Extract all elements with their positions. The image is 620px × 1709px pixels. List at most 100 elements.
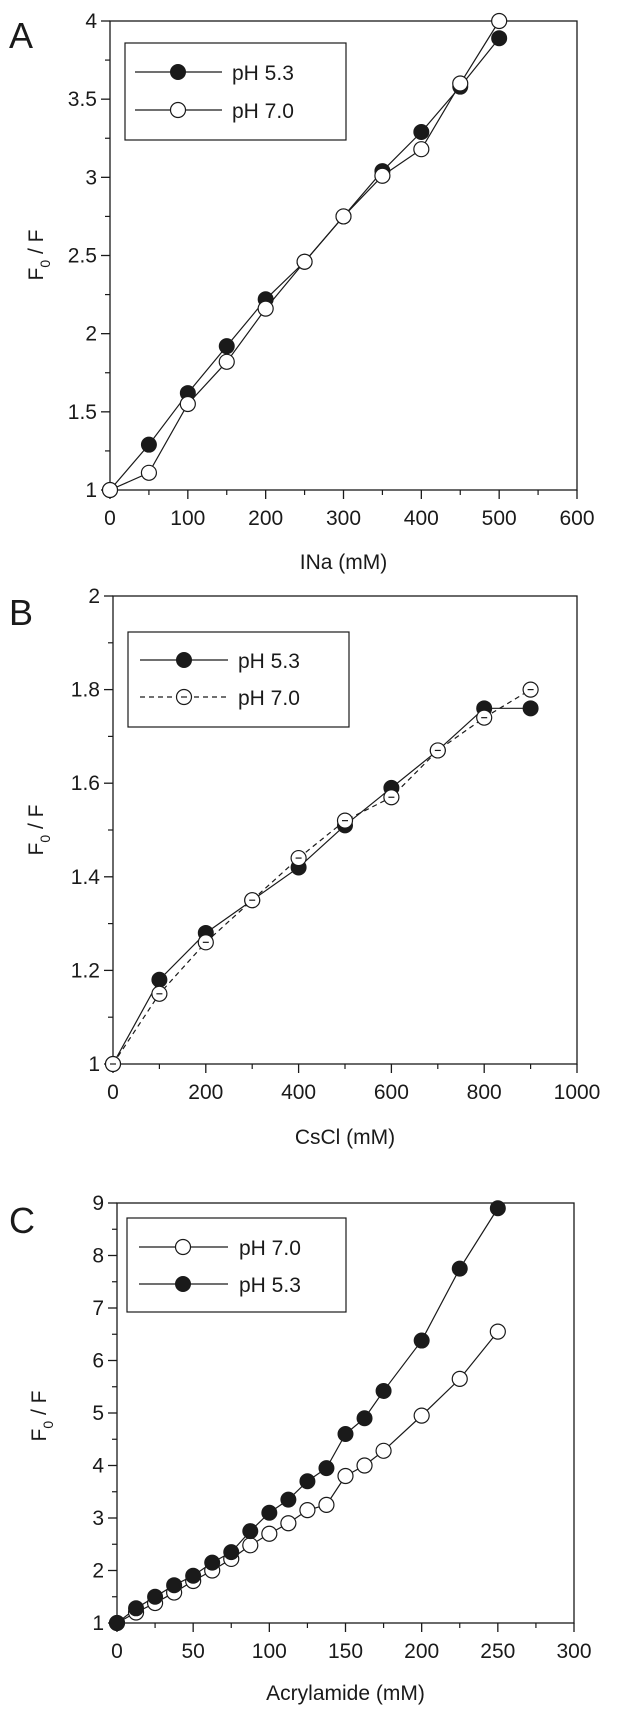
panel-b-xtick-label: 0 — [107, 1081, 119, 1104]
panel-b-series-ph-5-3-line — [112, 707, 531, 1065]
panel-c-series-ph-7-0-point — [280, 1515, 297, 1532]
panel-c-series-ph-7-0-point — [451, 1370, 468, 1387]
panel-b-series-ph-7-0-point — [104, 1055, 122, 1073]
panel-a-series-ph-5-3-point — [491, 30, 508, 47]
panel-c-series-ph-5-3-point — [489, 1200, 506, 1217]
panel-c-series-ph-7-0-point — [489, 1323, 506, 1340]
panel-c-xtick-label: 200 — [404, 1640, 439, 1663]
panel-b-ytick-label: 1.6 — [71, 772, 100, 795]
panel-c-series-ph-7-0-point — [356, 1457, 373, 1474]
panel-c-series-ph-5-3-point — [337, 1426, 354, 1442]
panel-a-legend-marker — [170, 64, 186, 80]
panel-b-x-axis-label: CsCl (mM) — [295, 1126, 395, 1149]
panel-b-y-axis-label-rest: / F — [25, 805, 48, 835]
panel-c-series-ph-5-3-point — [356, 1410, 373, 1427]
panel-a-ytick-label: 3.5 — [68, 88, 97, 111]
panel-a-series-ph-7-0-point — [491, 12, 508, 30]
panel-a-series-ph-7-0-point — [179, 395, 196, 413]
panel-c-series-ph-5-3-point — [413, 1332, 430, 1349]
panel-a-legend: pH 5.3 pH 7.0 — [124, 42, 347, 141]
panel-c-ytick-label: 2 — [92, 1560, 104, 1583]
panel-a-y-axis-label-sub: 0 — [37, 260, 53, 268]
panel-a-series-ph-7-0-point — [374, 167, 391, 184]
panel-b: B 0 200 400 600 800 1000 1 1.2 1.4 1.6 1.8 2 CsCl (mM… — [9, 585, 600, 1149]
panel-a-letter: A — [9, 15, 33, 56]
panel-a-series-ph-7-0-point — [296, 253, 313, 270]
panel-c-series-ph-5-3-point — [375, 1382, 392, 1399]
panel-c-y-axis-label: F0 / F — [28, 1391, 56, 1442]
panel-a-legend-marker — [169, 101, 187, 119]
panel-c-xtick-label: 150 — [328, 1640, 363, 1663]
panel-a-ytick-label: 1 — [85, 479, 97, 502]
panel-a-y-axis-label-main: F — [25, 268, 48, 281]
panel-b-ytick-label: 1.4 — [71, 866, 101, 889]
panel-b-series-ph-7-0-point — [197, 934, 214, 951]
panel-c-y-axis-label-sub: 0 — [40, 1421, 56, 1429]
panel-c-y-axis-label-main: F — [28, 1429, 51, 1442]
panel-c-series-ph-7-0-point — [413, 1407, 430, 1424]
panel-c-series-ph-7-0-point — [242, 1537, 259, 1554]
panel-b-xtick-label: 600 — [374, 1081, 409, 1104]
panel-c-series-ph-7-0-point — [375, 1442, 392, 1459]
panel-c-ytick-label: 5 — [92, 1402, 104, 1425]
panel-c-ytick-label: 4 — [92, 1455, 104, 1478]
panel-a-y-axis-label: F0 / F — [25, 230, 53, 281]
panel-a-series-ph-7-0-point — [101, 481, 119, 499]
panel-b-legend-marker — [176, 652, 192, 668]
panel-a-ytick-label: 4 — [85, 10, 97, 33]
panel-a-xtick-label: 300 — [326, 507, 361, 530]
panel-c-ytick-label: 7 — [92, 1297, 104, 1320]
panel-c-xtick-label: 300 — [556, 1640, 591, 1663]
panel-a-xtick-label: 400 — [404, 507, 439, 530]
panel-c-legend-marker — [175, 1276, 191, 1292]
panel-c-series-ph-5-3-point — [280, 1491, 297, 1508]
panel-c-series-ph-5-3-point — [261, 1504, 278, 1521]
panel-a-ytick-label: 1.5 — [68, 401, 97, 424]
panel-c-ytick-label: 3 — [92, 1507, 104, 1530]
panel-c-series-ph-7-0-point — [337, 1467, 354, 1485]
panel-c-legend-marker — [174, 1238, 192, 1256]
panel-b-series-ph-7-0-point — [522, 681, 539, 698]
panel-a: A 0 100 200 300 400 500 600 1 1.5 2 2.5 3 3.5 4 INa (mM… — [9, 10, 595, 574]
panel-a-series-ph-7-0-point — [452, 75, 469, 92]
panel-a-x-axis-label: INa (mM) — [300, 551, 388, 574]
panel-c-series-ph-7-0-point — [318, 1496, 335, 1513]
panel-a-xtick-label: 600 — [559, 507, 594, 530]
panel-c-series-ph-7-0-point — [299, 1502, 316, 1519]
panel-a-legend-label: pH 5.3 — [232, 62, 294, 85]
panel-c-series-ph-5-3-point — [451, 1260, 468, 1277]
panel-c-xtick-label: 250 — [480, 1640, 515, 1663]
panel-b-series-ph-7-0-point — [290, 849, 307, 867]
panel-a-ytick-label: 2.5 — [68, 245, 97, 268]
panel-c-ytick-label: 6 — [92, 1350, 104, 1373]
panel-c-ytick-label: 8 — [92, 1245, 104, 1268]
panel-c-series-ph-5-3-point — [204, 1554, 221, 1571]
panel-c-ytick-label: 9 — [92, 1192, 104, 1215]
panel-c-x-axis-label: Acrylamide (mM) — [266, 1682, 425, 1705]
panel-a-ytick-label: 2 — [85, 323, 97, 346]
panel-a-series-ph-5-3-point — [140, 436, 157, 453]
panel-a-ytick-label: 3 — [85, 166, 97, 189]
panel-c-y-axis-label-rest: / F — [28, 1391, 51, 1421]
panel-c-legend-label: pH 5.3 — [239, 1274, 301, 1297]
panel-b-series-ph-7-0-point — [383, 789, 400, 806]
panel-b-legend-label: pH 5.3 — [238, 650, 300, 673]
panel-b-series-ph-7-0-point — [429, 742, 446, 759]
panel-b-ytick-label: 2 — [88, 585, 100, 608]
panel-b-legend-marker — [175, 688, 193, 706]
panel-b-xtick-label: 200 — [188, 1081, 223, 1104]
panel-b-series-ph-7-0-line — [112, 689, 531, 1065]
panel-c-series-ph-7-0-point — [261, 1525, 278, 1542]
panel-c-xtick-label: 0 — [111, 1640, 123, 1663]
panel-b-letter: B — [9, 592, 33, 633]
panel-c-xtick-label: 50 — [181, 1640, 204, 1663]
panel-a-xtick-label: 0 — [104, 507, 116, 530]
panel-c-series-ph-5-3-point — [318, 1460, 335, 1477]
panel-b-legend-label: pH 7.0 — [238, 687, 300, 710]
panel-b-ytick-label: 1.2 — [71, 959, 100, 982]
panel-a-series-ph-7-0-point — [413, 141, 430, 158]
panel-a-legend-box — [124, 42, 347, 141]
panel-c-series-ph-5-3-point — [242, 1523, 259, 1540]
panel-c-legend: pH 7.0 pH 5.3 — [126, 1217, 347, 1313]
